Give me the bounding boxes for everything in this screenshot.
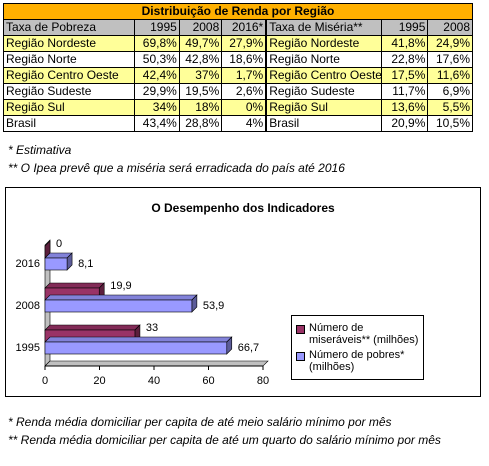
- table-cell: Região Sul: [265, 99, 382, 116]
- footnote: * Renda média domiciliar per capita de a…: [8, 415, 392, 429]
- table-cell: Região Centro Oeste: [2, 67, 136, 84]
- floor: [44, 360, 269, 367]
- table-cell: Região Nordeste: [265, 35, 382, 52]
- table-cell: 4%: [221, 115, 267, 132]
- x-tick-label: 20: [93, 375, 105, 387]
- legend-swatch: [296, 352, 305, 361]
- table-cell: 18,6%: [221, 51, 267, 68]
- table-cell: Região Sudeste: [265, 83, 382, 100]
- table-cell: 2008: [427, 19, 473, 36]
- table-cell: 13,6%: [380, 99, 429, 116]
- x-tick-label: 40: [148, 375, 160, 387]
- table-cell: 22,8%: [380, 51, 429, 68]
- table-cell: Taxa de Miséria**: [265, 19, 382, 36]
- table-cell: 0%: [221, 99, 267, 116]
- table-cell: 1,7%: [221, 67, 267, 84]
- table-cell: 1995: [380, 19, 429, 36]
- table-cell: 17,5%: [380, 67, 429, 84]
- table-cell: Região Sul: [2, 99, 136, 116]
- y-tick-label: 2008: [16, 300, 40, 312]
- note: * Estimativa: [8, 143, 72, 157]
- table-cell: 27,9%: [221, 35, 267, 52]
- table-cell: 43,4%: [134, 115, 180, 132]
- table-row: Região Centro Oeste 42,4% 37% 1,7% Região Ce…: [2, 67, 473, 84]
- value-label: 66,7: [238, 342, 259, 354]
- value-label: 33: [146, 322, 158, 334]
- table-cell: 20,9%: [380, 115, 429, 132]
- x-tick-label: 0: [42, 375, 48, 387]
- table-cell: 24,9%: [427, 35, 473, 52]
- table-cell: 42,8%: [178, 51, 223, 68]
- table-cell: 1995: [134, 19, 180, 36]
- table-cell: 19,5%: [178, 83, 223, 100]
- x-tick-label: 60: [202, 375, 214, 387]
- table-cell: 28,8%: [178, 115, 223, 132]
- table-row: Região Nordeste 69,8% 49,7% 27,9% Região Nor…: [2, 35, 473, 52]
- table-row: Taxa de Pobreza 1995 2008 2016* Taxa de Misé…: [2, 19, 473, 36]
- table-row: Região Sul 34% 18% 0% Região Sul 13,6% 5,5%: [2, 99, 473, 116]
- table-cell: 11,6%: [427, 67, 473, 84]
- table-row: Região Sudeste 29,9% 19,5% 2,6% Região Sudes…: [2, 83, 473, 100]
- table-cell: 10,5%: [427, 115, 473, 132]
- table-title: Distribuição de Renda por Região: [3, 3, 473, 20]
- income-table: Distribuição de Renda por Região Taxa de …: [2, 3, 473, 132]
- table-cell: 11,7%: [380, 83, 429, 100]
- table-cell: 6,9%: [427, 83, 473, 100]
- bar-top: [44, 336, 233, 343]
- table-cell: 2008: [178, 19, 223, 36]
- table-cell: 69,8%: [134, 35, 180, 52]
- chart: O Desempenho dos Indicadores 0 20 40 60 80 20…: [16, 201, 335, 387]
- note: ** O Ipea prevê que a miséria será errad…: [8, 161, 345, 175]
- table-row: Brasil 43,4% 28,8% 4% Brasil 20,9% 10,5%: [2, 115, 473, 132]
- table-cell: 50,3%: [134, 51, 180, 68]
- legend: Número de miseráveis** (milhões) Número d…: [291, 315, 424, 380]
- table-cell: Região Norte: [2, 51, 136, 68]
- legend-swatch: [296, 325, 305, 334]
- table-cell: 5,5%: [427, 99, 473, 116]
- table-cell: 49,7%: [178, 35, 223, 52]
- value-label: 19,9: [110, 280, 131, 292]
- table-cell: Região Sudeste: [2, 83, 136, 100]
- table-cell: 37%: [178, 67, 223, 84]
- bar: [44, 257, 68, 271]
- bar-top: [44, 294, 198, 301]
- table-cell: 34%: [134, 99, 180, 116]
- legend-label: Número de miseráveis** (milhões): [309, 322, 419, 346]
- value-label: 53,9: [203, 300, 224, 312]
- legend-item: Número de pobres* (milhões): [294, 349, 421, 373]
- legend-label: Número de pobres* (milhões): [309, 349, 405, 373]
- table-cell: 18%: [178, 99, 223, 116]
- table-cell: Região Norte: [265, 51, 382, 68]
- value-label: 8,1: [78, 258, 93, 270]
- bar: [44, 299, 193, 313]
- table-cell: Taxa de Pobreza: [2, 19, 136, 36]
- chart-box: O Desempenho dos Indicadores 0 20 40 60 80 20…: [5, 187, 481, 397]
- table-row: Região Norte 50,3% 42,8% 18,6% Região Norte 2…: [2, 51, 473, 68]
- table-cell: Brasil: [265, 115, 382, 132]
- value-label: 0: [56, 238, 62, 250]
- bar-top: [44, 282, 105, 289]
- table-cell: 2016*: [221, 19, 267, 36]
- table-cell: 29,9%: [134, 83, 180, 100]
- bar-top: [44, 324, 141, 331]
- table-cell: Brasil: [2, 115, 136, 132]
- table-cell: 42,4%: [134, 67, 180, 84]
- y-tick-label: 2016: [16, 258, 40, 270]
- table-cell: Região Nordeste: [2, 35, 136, 52]
- table-cell: Região Centro Oeste: [265, 67, 382, 84]
- bar: [44, 341, 228, 355]
- y-tick-label: 1995: [16, 342, 40, 354]
- table-cell: 17,6%: [427, 51, 473, 68]
- table-cell: 2,6%: [221, 83, 267, 100]
- legend-item: Número de miseráveis** (milhões): [294, 322, 421, 346]
- x-tick-label: 80: [257, 375, 269, 387]
- table-cell: 41,8%: [380, 35, 429, 52]
- footnote: ** Renda média domiciliar per capita de …: [8, 433, 441, 447]
- chart-title: O Desempenho dos Indicadores: [151, 201, 335, 215]
